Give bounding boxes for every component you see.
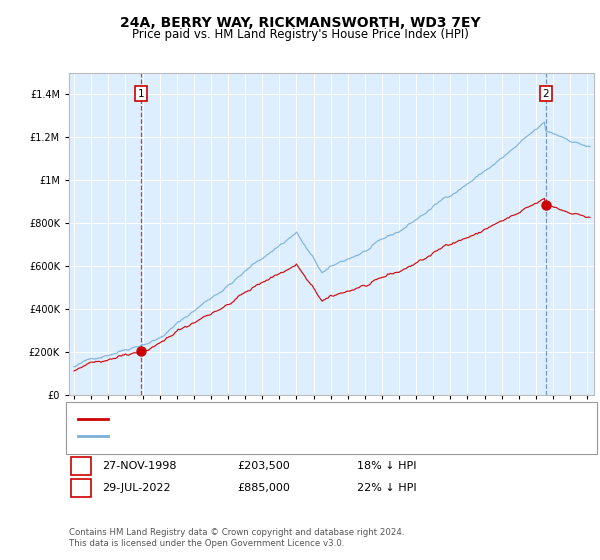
Text: 24A, BERRY WAY, RICKMANSWORTH, WD3 7EY: 24A, BERRY WAY, RICKMANSWORTH, WD3 7EY <box>119 16 481 30</box>
Text: 18% ↓ HPI: 18% ↓ HPI <box>357 461 416 471</box>
Text: 27-NOV-1998: 27-NOV-1998 <box>102 461 176 471</box>
Text: 1: 1 <box>77 461 85 471</box>
Text: 24A, BERRY WAY, RICKMANSWORTH, WD3 7EY (detached house): 24A, BERRY WAY, RICKMANSWORTH, WD3 7EY (… <box>114 414 430 424</box>
Text: 1: 1 <box>137 88 144 99</box>
Text: 2: 2 <box>542 88 549 99</box>
Text: £203,500: £203,500 <box>237 461 290 471</box>
Text: 29-JUL-2022: 29-JUL-2022 <box>102 483 170 493</box>
Text: HPI: Average price, detached house, Three Rivers: HPI: Average price, detached house, Thre… <box>114 431 356 441</box>
Text: Price paid vs. HM Land Registry's House Price Index (HPI): Price paid vs. HM Land Registry's House … <box>131 28 469 41</box>
Text: £885,000: £885,000 <box>237 483 290 493</box>
Text: 2: 2 <box>77 483 85 493</box>
Text: Contains HM Land Registry data © Crown copyright and database right 2024.
This d: Contains HM Land Registry data © Crown c… <box>69 528 404 548</box>
Text: 22% ↓ HPI: 22% ↓ HPI <box>357 483 416 493</box>
